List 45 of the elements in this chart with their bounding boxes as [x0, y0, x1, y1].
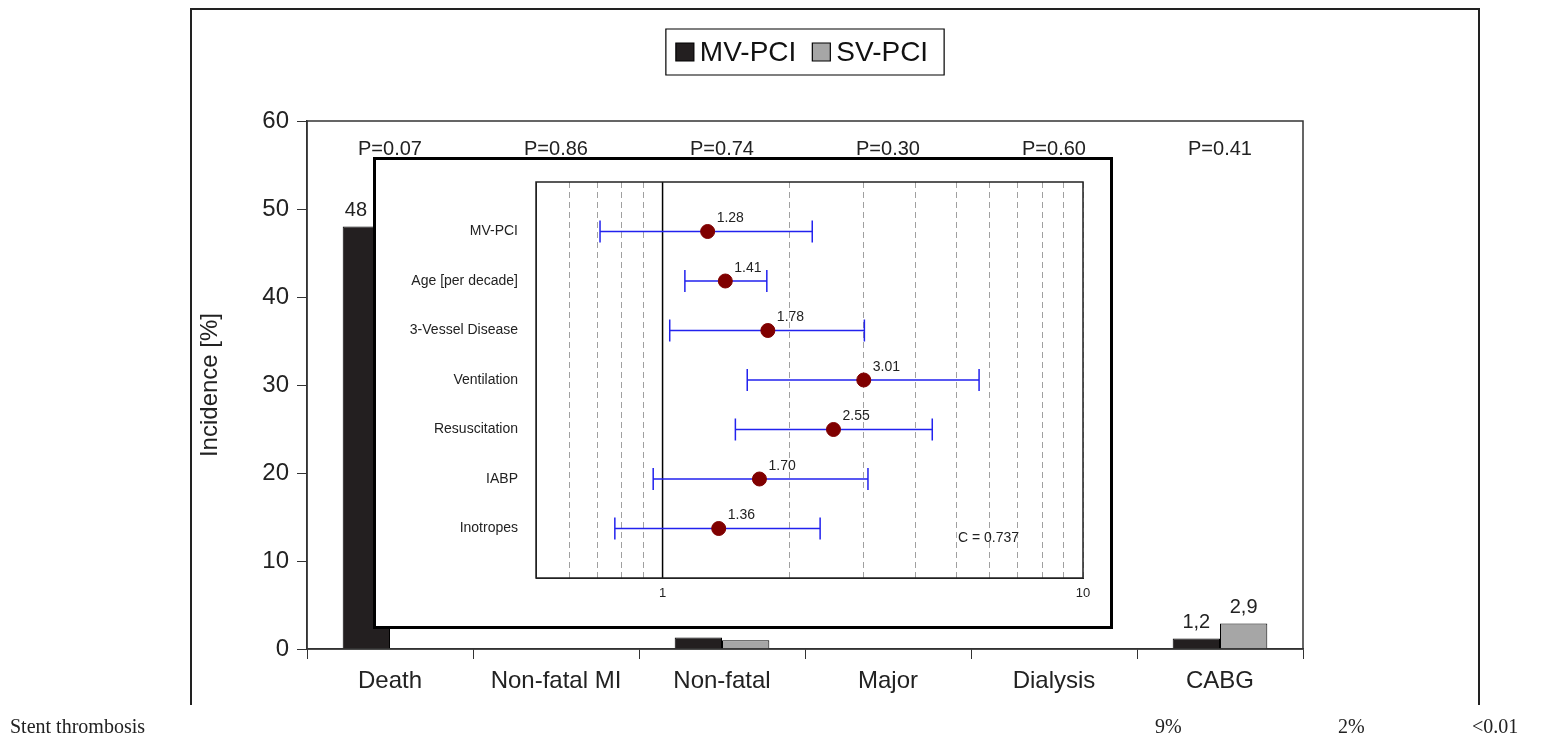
text: Stent thrombosis	[10, 715, 146, 738]
y-tick-label: 20	[262, 457, 289, 485]
y-tick-label: Inotropes	[459, 519, 518, 536]
y-tick-label: 3-Vessel Disease	[409, 321, 519, 338]
y-tick-label: IABP	[486, 469, 518, 486]
x-tick-label: Major	[857, 666, 919, 694]
data-label: 2,9	[1229, 595, 1258, 617]
text: <0.01	[1472, 715, 1519, 738]
data-label: 1.41	[734, 258, 762, 275]
text: 9%	[1155, 715, 1182, 738]
text: 2%	[1338, 715, 1365, 738]
annotation: P=0.60	[1022, 136, 1086, 159]
data-label: 1.36	[727, 506, 756, 523]
x-tick-label: Non-fatal MI	[490, 666, 622, 694]
y-tick-label: 40	[262, 281, 289, 309]
y-tick-label: 0	[275, 633, 289, 661]
legend-label: SV-PCI	[836, 35, 929, 67]
annotation: P=0.74	[690, 136, 754, 159]
y-tick-label: Age [per decade]	[411, 271, 518, 288]
legend-label: MV-PCI	[699, 35, 797, 67]
annotation: P=0.30	[856, 136, 920, 159]
x-tick-label: Death	[357, 666, 423, 694]
data-label: 3.01	[872, 357, 901, 374]
y-tick-label: 30	[262, 369, 289, 397]
y-tick-label: Ventilation	[453, 370, 518, 387]
x-tick-label: 1	[658, 585, 667, 601]
y-tick-label: 60	[262, 105, 289, 133]
y-tick-label: Resuscitation	[433, 420, 518, 437]
x-tick-label: Dialysis	[1012, 666, 1096, 694]
y-tick-label: 50	[262, 193, 289, 221]
data-label: 1.78	[776, 308, 805, 325]
annotation: P=0.07	[358, 136, 422, 159]
y-axis-title: Incidence [%]	[195, 312, 223, 458]
y-tick-label: MV-PCI	[469, 222, 518, 239]
data-label: 1.70	[768, 456, 796, 473]
y-tick-label: 10	[262, 545, 289, 573]
data-label: 48	[344, 198, 367, 221]
x-tick-label: CABG	[1185, 666, 1255, 694]
annotation: P=0.41	[1188, 136, 1252, 159]
x-tick-label: Non-fatal	[673, 666, 771, 694]
annotation: C = 0.737	[958, 528, 1020, 545]
data-label: 1.28	[716, 209, 745, 226]
annotation: P=0.86	[524, 136, 588, 159]
data-label: 2.55	[842, 407, 870, 424]
data-label: 1,2	[1182, 609, 1211, 632]
